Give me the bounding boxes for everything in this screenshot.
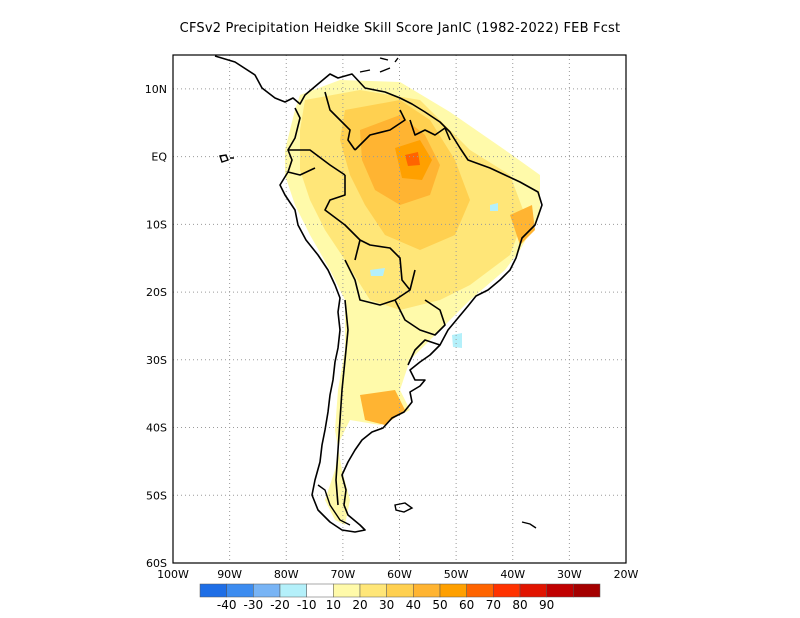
border-venezuela-guyana [354, 109, 406, 151]
skill-field-60 [405, 152, 420, 166]
border-paraguay [394, 299, 446, 336]
colorbar-label: -10 [297, 598, 317, 612]
galapagos-islands [219, 154, 234, 163]
lon-tick-label: 30W [557, 568, 582, 581]
coastlines [214, 55, 543, 533]
colorbar: -40 -30 -20 -10 10 20 30 40 50 60 70 80 90 [199, 583, 601, 612]
lat-tick-label: 10N [145, 83, 167, 96]
lon-tick-label: 90W [217, 568, 242, 581]
border-chile-argentina [335, 299, 349, 506]
lon-tick-labels: 100W 90W 80W 70W 60W 50W 40W 30W 20W [157, 568, 638, 581]
skill-field-neg10b [452, 333, 462, 348]
lon-tick-label: 100W [157, 568, 189, 581]
lon-tick-label: 60W [387, 568, 412, 581]
lat-tick-label: EQ [151, 151, 167, 164]
colorbar-label: 60 [459, 598, 474, 612]
lat-tick-label: 50S [146, 489, 167, 502]
skill-field-neg10a [370, 268, 385, 276]
colorbar-label: 20 [352, 598, 367, 612]
falkland-islands [394, 502, 414, 513]
skill-shading [285, 80, 540, 525]
colorbar-swatch [493, 583, 521, 598]
colorbar-label: -20 [270, 598, 290, 612]
lat-tick-labels: 10N EQ 10S 20S 30S 40S 50S 60S [145, 83, 168, 570]
plot-frame [172, 54, 627, 564]
colorbar-swatch [386, 583, 414, 598]
colorbar-swatch [546, 583, 574, 598]
lat-tick-label: 30S [146, 354, 167, 367]
colorbar-swatch [306, 583, 334, 598]
caribbean-islands [359, 57, 399, 73]
lat-tick-label: 20S [146, 286, 167, 299]
colorbar-label: 50 [432, 598, 447, 612]
colorbar-swatch [279, 583, 307, 598]
colorbar-swatch [199, 583, 227, 598]
colorbar-swatch [413, 583, 441, 598]
lon-tick-label: 70W [330, 568, 355, 581]
colorbar-label: 70 [486, 598, 501, 612]
colorbar-label: 30 [379, 598, 394, 612]
colorbar-swatch [439, 583, 467, 598]
lon-tick-label: 20W [614, 568, 639, 581]
border-guyanas [409, 119, 451, 141]
border-argentina-brazil [407, 339, 441, 366]
colorbar-swatch [333, 583, 361, 598]
colorbar-swatch [519, 583, 547, 598]
border-peru-bolivia [354, 239, 361, 261]
colorbar-swatch [466, 583, 494, 598]
colorbar-label: 10 [326, 598, 341, 612]
chart-title: CFSv2 Precipitation Heidke Skill Score J… [179, 21, 621, 36]
lon-tick-label: 80W [274, 568, 299, 581]
tierra-del-fuego [317, 484, 351, 526]
border-colombia-peru [288, 149, 346, 176]
border-colombia-venezuela [324, 91, 356, 151]
lon-tick-label: 50W [444, 568, 469, 581]
colorbar-label: -40 [217, 598, 237, 612]
colorbar-swatch [573, 583, 601, 598]
lat-tick-label: 40S [146, 422, 167, 435]
colorbar-swatch [359, 583, 387, 598]
colorbar-label: 80 [512, 598, 527, 612]
border-bolivia [344, 259, 416, 306]
border-ecuador-peru [287, 167, 316, 176]
south-georgia [521, 521, 537, 529]
colorbar-swatch [253, 583, 281, 598]
south-america-coast [214, 55, 543, 533]
colorbar-label: 90 [539, 598, 554, 612]
lat-tick-label: 10S [146, 218, 167, 231]
lon-tick-label: 40W [500, 568, 525, 581]
skill-field-neg10c [490, 203, 498, 211]
colorbar-swatch [226, 583, 254, 598]
colorbar-label: -30 [244, 598, 264, 612]
lat-tick-label: 60S [146, 557, 167, 570]
skill-field-40b [510, 205, 535, 245]
islands [219, 57, 537, 529]
colorbar-label: 40 [406, 598, 421, 612]
